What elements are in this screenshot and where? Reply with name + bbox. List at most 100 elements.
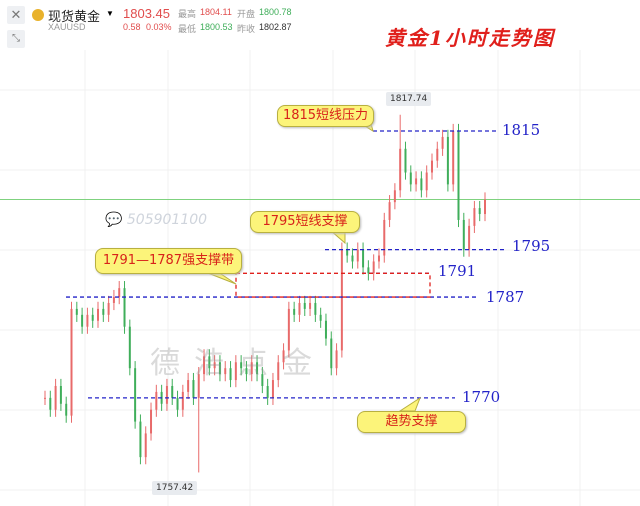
candle-body bbox=[197, 374, 200, 398]
candle-body bbox=[165, 385, 168, 404]
candle-body bbox=[245, 368, 248, 375]
candle-body bbox=[377, 255, 380, 262]
instrument-symbol: XAUUSD bbox=[48, 22, 86, 32]
change: 0.58 bbox=[123, 22, 141, 32]
candle-body bbox=[176, 397, 179, 410]
candle-body bbox=[425, 172, 428, 191]
candle-body bbox=[309, 302, 312, 309]
candle-body bbox=[102, 308, 105, 315]
callout-pointer bbox=[398, 396, 422, 412]
candle-body bbox=[192, 380, 195, 398]
level-label-1770: 1770 bbox=[462, 388, 501, 406]
candle-body bbox=[144, 433, 147, 458]
candle-body bbox=[335, 350, 338, 369]
candle-body bbox=[49, 397, 52, 410]
candle-body bbox=[240, 362, 243, 369]
candle-body bbox=[446, 136, 449, 185]
candle-body bbox=[65, 403, 68, 416]
quote-header: ✕ ⤡ 现货黄金 ▼ XAUUSD 1803.45 0.58 0.03% 最高 … bbox=[0, 0, 640, 50]
candle-body bbox=[128, 326, 131, 369]
candle-body bbox=[107, 302, 110, 315]
support-zone-box bbox=[235, 272, 431, 298]
candle-body bbox=[420, 178, 423, 191]
instrument-name[interactable]: 现货黄金 bbox=[48, 9, 101, 24]
candle-body bbox=[118, 288, 121, 298]
wechat-watermark: 💬 505901100 bbox=[105, 212, 207, 228]
candle-body bbox=[468, 225, 471, 250]
candle-body bbox=[362, 249, 365, 268]
dropdown-icon[interactable]: ▼ bbox=[106, 9, 114, 18]
candle-body bbox=[383, 219, 386, 256]
candle-body bbox=[70, 308, 73, 416]
prev-value: 1802.87 bbox=[259, 22, 292, 32]
chart-title: 黄金1小时走势图 bbox=[385, 26, 555, 50]
candle-body bbox=[224, 368, 227, 375]
candle-body bbox=[372, 261, 375, 274]
level-label-1815: 1815 bbox=[502, 121, 541, 139]
candle-body bbox=[218, 362, 221, 375]
prev-label: 昨收 bbox=[237, 24, 256, 34]
candle-body bbox=[293, 308, 296, 315]
candle-body bbox=[393, 190, 396, 203]
candle-body bbox=[452, 131, 455, 185]
wechat-icon: 💬 bbox=[105, 212, 123, 228]
candle-body bbox=[346, 249, 349, 256]
low-label: 最低 bbox=[178, 24, 197, 34]
candle-body bbox=[319, 314, 322, 321]
candle-body bbox=[404, 148, 407, 173]
close-icon[interactable]: ✕ bbox=[7, 6, 25, 24]
candle-body bbox=[134, 368, 137, 422]
candle-body bbox=[59, 385, 62, 404]
wechat-id: 505901100 bbox=[126, 212, 208, 228]
candle-body bbox=[484, 199, 486, 215]
low-value: 1800.53 bbox=[200, 22, 233, 32]
candle-body bbox=[436, 148, 439, 161]
candle-body bbox=[150, 409, 153, 434]
gold-icon bbox=[32, 9, 44, 21]
candle-body bbox=[266, 385, 269, 398]
candle-body bbox=[213, 362, 216, 369]
callout-short-support: 1795短线支撑 bbox=[250, 211, 360, 233]
candle-body bbox=[187, 380, 190, 392]
candle-body bbox=[399, 148, 402, 191]
candle-body bbox=[123, 288, 126, 327]
candle-body bbox=[261, 374, 264, 386]
last-price: 1803.45 bbox=[123, 6, 170, 21]
shrink-icon[interactable]: ⤡ bbox=[7, 30, 25, 48]
open-label: 开盘 bbox=[237, 9, 256, 19]
callout-trend-support: 趋势支撑 bbox=[357, 411, 466, 433]
candle-body bbox=[282, 350, 285, 363]
candle-body bbox=[340, 249, 343, 351]
candle-body bbox=[81, 314, 84, 327]
candle-body bbox=[287, 308, 290, 351]
candle-body bbox=[44, 397, 46, 399]
candle-body bbox=[409, 172, 412, 185]
candle-body bbox=[250, 362, 253, 375]
candle-body bbox=[54, 385, 57, 410]
candle-body bbox=[478, 208, 481, 215]
candle-body bbox=[367, 267, 370, 274]
candle-body bbox=[303, 302, 306, 309]
open-value: 1800.78 bbox=[259, 7, 292, 17]
high-label: 最高 bbox=[178, 9, 197, 19]
candle-body bbox=[234, 362, 237, 381]
candle-body bbox=[208, 356, 211, 369]
candle-body bbox=[462, 219, 465, 250]
candle-body bbox=[256, 362, 259, 375]
high-value: 1804.11 bbox=[200, 7, 232, 17]
candle-body bbox=[203, 356, 206, 375]
callout-resistance: 1815短线压力 bbox=[277, 105, 374, 127]
level-label-1787: 1787 bbox=[486, 288, 525, 306]
brand-watermark: 德浩点金 bbox=[150, 346, 326, 381]
candle-body bbox=[86, 314, 89, 327]
candle-body bbox=[181, 391, 184, 410]
level-label-1791: 1791 bbox=[438, 262, 477, 280]
candle-body bbox=[388, 202, 391, 220]
candle-body bbox=[171, 385, 174, 398]
candle-body bbox=[356, 249, 359, 262]
candle-body bbox=[277, 362, 280, 381]
candle-body bbox=[457, 131, 460, 220]
candle-body bbox=[415, 178, 418, 185]
candle-body bbox=[324, 320, 327, 339]
candle-body bbox=[351, 255, 354, 262]
